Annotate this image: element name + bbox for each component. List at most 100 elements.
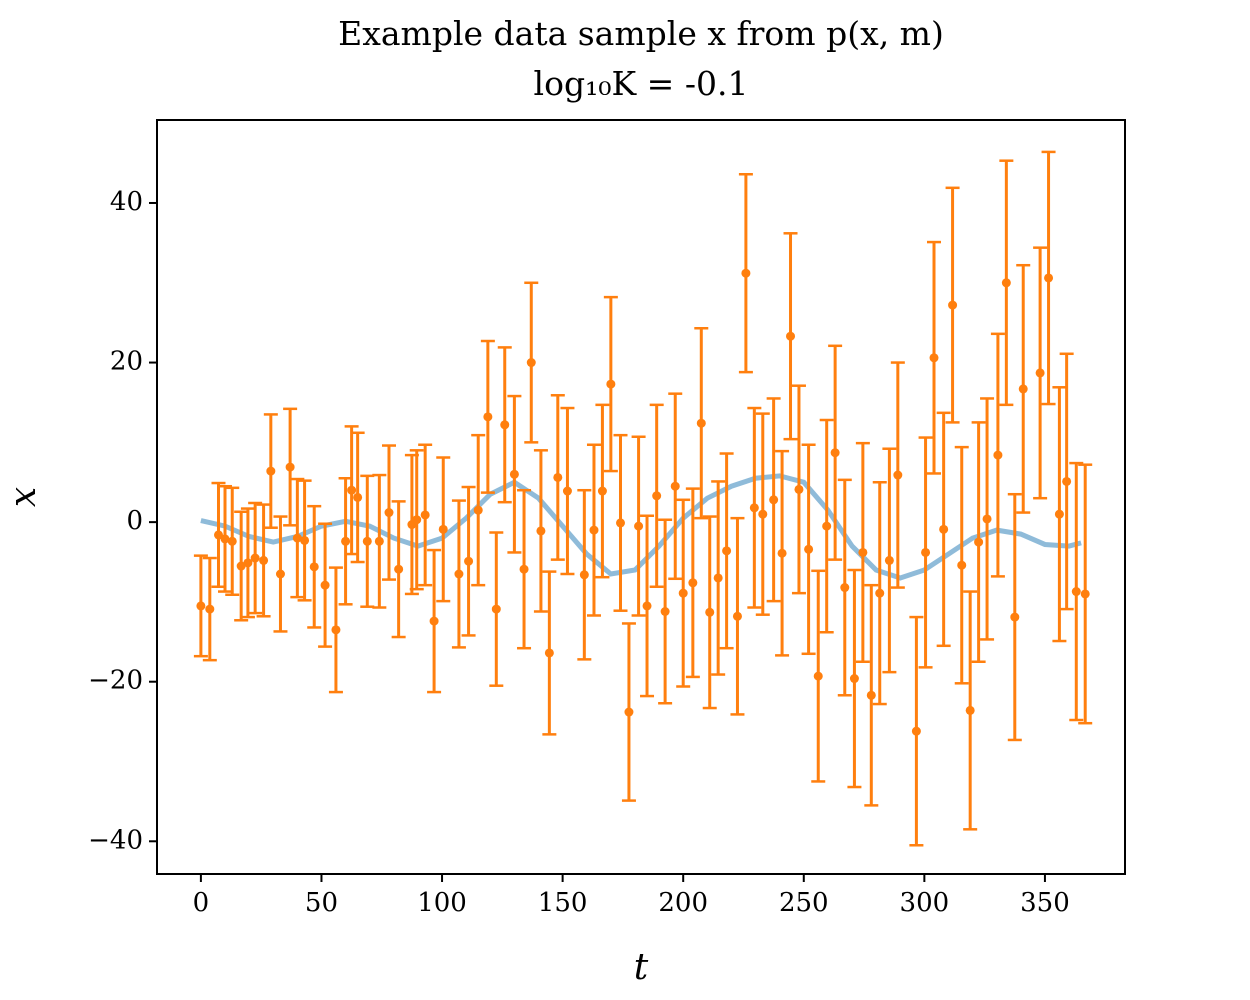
data-point	[589, 525, 599, 535]
data-point	[624, 707, 634, 717]
error-point	[927, 240, 942, 475]
data-point	[526, 358, 536, 368]
data-point	[1062, 476, 1072, 486]
data-point	[1018, 384, 1028, 394]
data-point	[678, 588, 688, 598]
error-point	[828, 344, 843, 561]
data-point	[921, 547, 931, 557]
data-point	[353, 492, 363, 502]
error-point	[1078, 463, 1093, 725]
error-point	[963, 590, 978, 831]
y-tick-label: 40	[110, 187, 143, 217]
error-point	[524, 281, 539, 444]
error-point	[202, 556, 217, 662]
data-point	[243, 558, 253, 568]
y-tick-label: −20	[88, 666, 143, 696]
error-point	[747, 406, 762, 609]
error-point	[542, 570, 557, 736]
error-point	[1041, 150, 1056, 406]
data-point	[438, 524, 448, 534]
data-point	[813, 671, 823, 681]
error-point	[711, 480, 726, 676]
data-point	[1035, 368, 1045, 378]
error-point	[918, 436, 933, 669]
error-point	[685, 487, 700, 679]
error-point	[256, 503, 271, 618]
data-point	[830, 448, 840, 458]
error-point	[613, 433, 628, 612]
error-point	[372, 473, 387, 609]
error-point	[1059, 352, 1074, 611]
error-point	[980, 397, 995, 641]
x-tick-label: 250	[779, 888, 829, 918]
error-point	[694, 326, 709, 520]
data-point	[597, 486, 607, 496]
data-point	[660, 606, 670, 616]
chart-title: Example data sample x from p(x, m)	[338, 14, 944, 53]
error-point	[819, 418, 834, 634]
data-point	[205, 604, 215, 614]
error-point	[1016, 263, 1031, 514]
data-point	[732, 611, 742, 621]
error-point	[193, 554, 208, 658]
error-point	[480, 339, 495, 494]
error-point	[517, 488, 532, 650]
error-point	[240, 507, 255, 619]
data-point	[464, 556, 474, 566]
error-point	[702, 515, 717, 710]
data-point	[822, 521, 832, 531]
error-point	[990, 332, 1005, 578]
error-point	[945, 186, 960, 424]
error-point	[436, 456, 451, 603]
y-tick-label: −40	[88, 825, 143, 855]
data-point	[1071, 587, 1081, 597]
data-point	[840, 583, 850, 593]
error-point	[847, 568, 862, 789]
x-tick-label: 50	[305, 888, 338, 918]
x-tick-label: 350	[1020, 888, 1070, 918]
data-point	[948, 300, 958, 310]
error-point	[730, 516, 745, 716]
data-point	[741, 268, 751, 278]
x-tick-label: 100	[417, 888, 467, 918]
data-point	[1001, 278, 1011, 288]
data-point	[300, 535, 310, 545]
data-point	[292, 533, 302, 543]
data-point	[374, 536, 384, 546]
error-point	[533, 449, 548, 613]
data-point	[893, 470, 903, 480]
data-point	[236, 561, 246, 571]
data-point	[519, 564, 529, 574]
error-point	[631, 435, 646, 617]
error-point	[248, 501, 263, 615]
data-point	[250, 553, 260, 563]
data-point	[285, 462, 295, 472]
data-point	[884, 555, 894, 565]
error-point	[649, 403, 664, 589]
data-point	[652, 491, 662, 501]
error-point	[872, 480, 887, 706]
error-point	[882, 447, 897, 674]
data-point	[1080, 589, 1090, 599]
error-point	[791, 384, 806, 595]
error-point	[451, 499, 466, 649]
data-point	[473, 505, 483, 515]
data-point	[911, 726, 921, 736]
error-point	[864, 583, 879, 807]
data-point	[606, 379, 616, 389]
error-point	[1069, 461, 1084, 722]
error-point	[507, 394, 522, 554]
data-point	[562, 486, 572, 496]
data-point	[670, 481, 680, 491]
data-point	[331, 625, 341, 635]
error-point	[360, 474, 375, 608]
data-point	[749, 503, 759, 513]
plot-frame	[156, 119, 1126, 875]
data-point	[454, 569, 464, 579]
error-point	[936, 411, 951, 648]
data-point	[634, 521, 644, 531]
data-point	[929, 353, 939, 363]
error-point	[738, 173, 753, 374]
data-point	[642, 601, 652, 611]
data-point	[579, 570, 589, 580]
